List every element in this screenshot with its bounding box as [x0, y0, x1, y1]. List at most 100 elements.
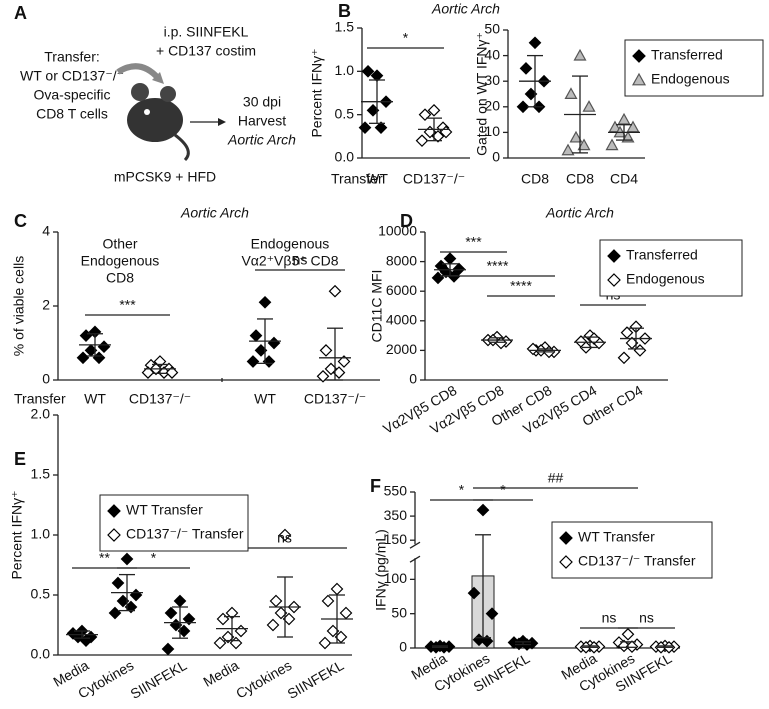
significance-label: ##: [548, 470, 564, 486]
significance-label: ***: [465, 234, 482, 250]
data-point: [452, 262, 466, 276]
legend-marker: [607, 273, 621, 287]
data-point: [316, 369, 330, 383]
panel-letter: B: [338, 1, 351, 21]
group-label: Vα2⁺Vβ5⁺ CD8: [241, 253, 338, 269]
data-point: [339, 606, 353, 620]
group-label: Endogenous: [251, 236, 330, 252]
chart-title: Aortic Arch: [431, 1, 500, 17]
x-tick-label: SIINFEKL: [284, 657, 346, 702]
data-point: [76, 351, 90, 365]
diagram-text: Aortic Arch: [227, 132, 296, 148]
data-point: [328, 284, 342, 298]
legend-box: [624, 39, 764, 97]
data-point: [120, 552, 134, 566]
y-tick-label: 2.0: [31, 406, 51, 422]
x-tick-label: Cytokines: [233, 657, 294, 702]
y-tick-label: 30: [484, 72, 500, 88]
legend-label: Endogenous: [626, 271, 705, 287]
significance-label: ns: [602, 610, 617, 626]
data-point: [608, 120, 622, 133]
diagram-text: 30 dpi: [243, 94, 281, 110]
diagram-text: mPCSK9 + HFD: [114, 169, 216, 185]
diagram-text: i.p. SIINFEKL: [164, 24, 249, 40]
legend-marker: [559, 531, 573, 545]
data-point: [467, 586, 481, 600]
y-tick-label: 0: [492, 149, 500, 165]
panel-letter: E: [14, 449, 26, 469]
data-point: [165, 366, 179, 379]
data-point: [266, 618, 280, 632]
x-tick-label: WT: [366, 171, 388, 187]
legend-label: CD137⁻/⁻ Transfer: [126, 526, 244, 542]
data-point: [318, 636, 332, 650]
diagram-text: Ova-specific: [33, 87, 110, 103]
data-point: [161, 642, 175, 656]
data-point: [564, 87, 578, 99]
data-point: [443, 252, 457, 265]
data-point: [249, 329, 263, 342]
data-point: [330, 582, 344, 596]
y-tick-label: 0.0: [31, 646, 51, 662]
data-point: [569, 130, 583, 143]
data-point: [526, 342, 540, 356]
y-tick-label: 100: [384, 570, 408, 586]
legend-marker: [631, 72, 647, 86]
y-tick-label: 0.5: [335, 105, 355, 121]
data-point: [415, 134, 429, 148]
y-tick-label: 0.5: [31, 586, 51, 602]
data-point: [358, 121, 372, 135]
legend-label: WT Transfer: [126, 502, 203, 518]
y-tick-label: 10000: [378, 223, 417, 239]
chart-title: Aortic Arch: [545, 205, 614, 221]
panel-letter: C: [14, 211, 27, 231]
y-tick-label: 8000: [386, 252, 417, 268]
data-point: [617, 112, 631, 125]
diagram-text: WT or CD137⁻/⁻: [20, 68, 124, 84]
y-tick-label: 150: [384, 531, 408, 547]
x-tick-label: CD8: [566, 171, 594, 187]
data-point: [605, 138, 619, 151]
y-tick-label: 1.0: [31, 526, 51, 542]
data-point: [213, 636, 227, 650]
data-point: [519, 62, 533, 75]
y-tick-label: 0: [409, 371, 417, 387]
data-point: [234, 624, 248, 638]
panel-letter: F: [370, 476, 381, 496]
group-label: CD8: [106, 270, 134, 286]
x-tick-label: CD137⁻/⁻: [403, 171, 465, 187]
x-tick-label: CD8: [521, 171, 549, 187]
data-point: [258, 295, 272, 309]
data-point: [337, 355, 351, 368]
y-tick-label: 10: [484, 123, 500, 139]
significance-label: **: [99, 550, 110, 566]
data-point: [476, 503, 490, 517]
y-tick-label: 50: [391, 604, 407, 620]
data-point: [626, 120, 640, 133]
legend-box: [599, 239, 743, 297]
y-tick-label: 1.0: [335, 62, 355, 78]
data-point: [582, 100, 596, 112]
data-point: [427, 103, 441, 117]
data-point: [577, 138, 591, 151]
data-point: [129, 588, 143, 602]
significance-label: *: [151, 550, 157, 566]
x-tick-label: WT: [84, 391, 106, 407]
x-tick-label: WT: [254, 391, 276, 407]
data-point: [111, 576, 125, 590]
data-point: [617, 351, 631, 365]
data-point: [278, 528, 292, 542]
legend-label: Transferred: [626, 247, 698, 263]
data-point: [182, 612, 196, 626]
significance-label: *: [459, 482, 465, 498]
data-point: [164, 606, 178, 620]
data-point: [621, 627, 635, 641]
data-point: [528, 36, 542, 50]
x-tick-label: CD137⁻/⁻: [304, 391, 366, 407]
mouse: [127, 83, 190, 162]
data-point: [612, 636, 626, 649]
group-label: Endogenous: [81, 253, 160, 269]
data-point: [561, 143, 575, 156]
data-point: [267, 336, 281, 350]
